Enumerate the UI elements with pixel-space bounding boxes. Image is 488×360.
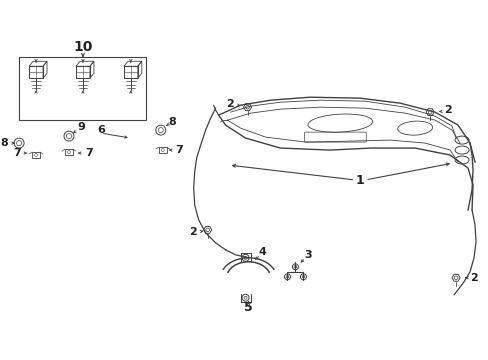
Text: 2: 2 bbox=[469, 273, 477, 283]
Bar bbox=[65, 149, 73, 155]
Text: 7: 7 bbox=[85, 148, 93, 158]
Text: 7: 7 bbox=[13, 148, 21, 158]
Bar bbox=[29, 66, 43, 78]
Text: 4: 4 bbox=[258, 247, 266, 257]
Bar bbox=[19, 57, 145, 120]
Text: 2: 2 bbox=[443, 105, 451, 115]
Bar bbox=[123, 66, 138, 78]
Text: 2: 2 bbox=[188, 227, 196, 237]
Bar bbox=[159, 147, 166, 153]
Bar bbox=[32, 152, 40, 158]
Bar bbox=[76, 66, 90, 78]
Text: 2: 2 bbox=[225, 99, 233, 109]
Text: 8: 8 bbox=[168, 117, 176, 127]
Text: 7: 7 bbox=[175, 145, 183, 155]
Text: 8: 8 bbox=[0, 138, 8, 148]
Text: 9: 9 bbox=[77, 122, 85, 132]
Text: 1: 1 bbox=[355, 174, 364, 186]
Text: 6: 6 bbox=[97, 125, 104, 135]
Text: 3: 3 bbox=[304, 250, 312, 260]
Text: 5: 5 bbox=[244, 301, 252, 314]
Text: 10: 10 bbox=[73, 40, 92, 54]
